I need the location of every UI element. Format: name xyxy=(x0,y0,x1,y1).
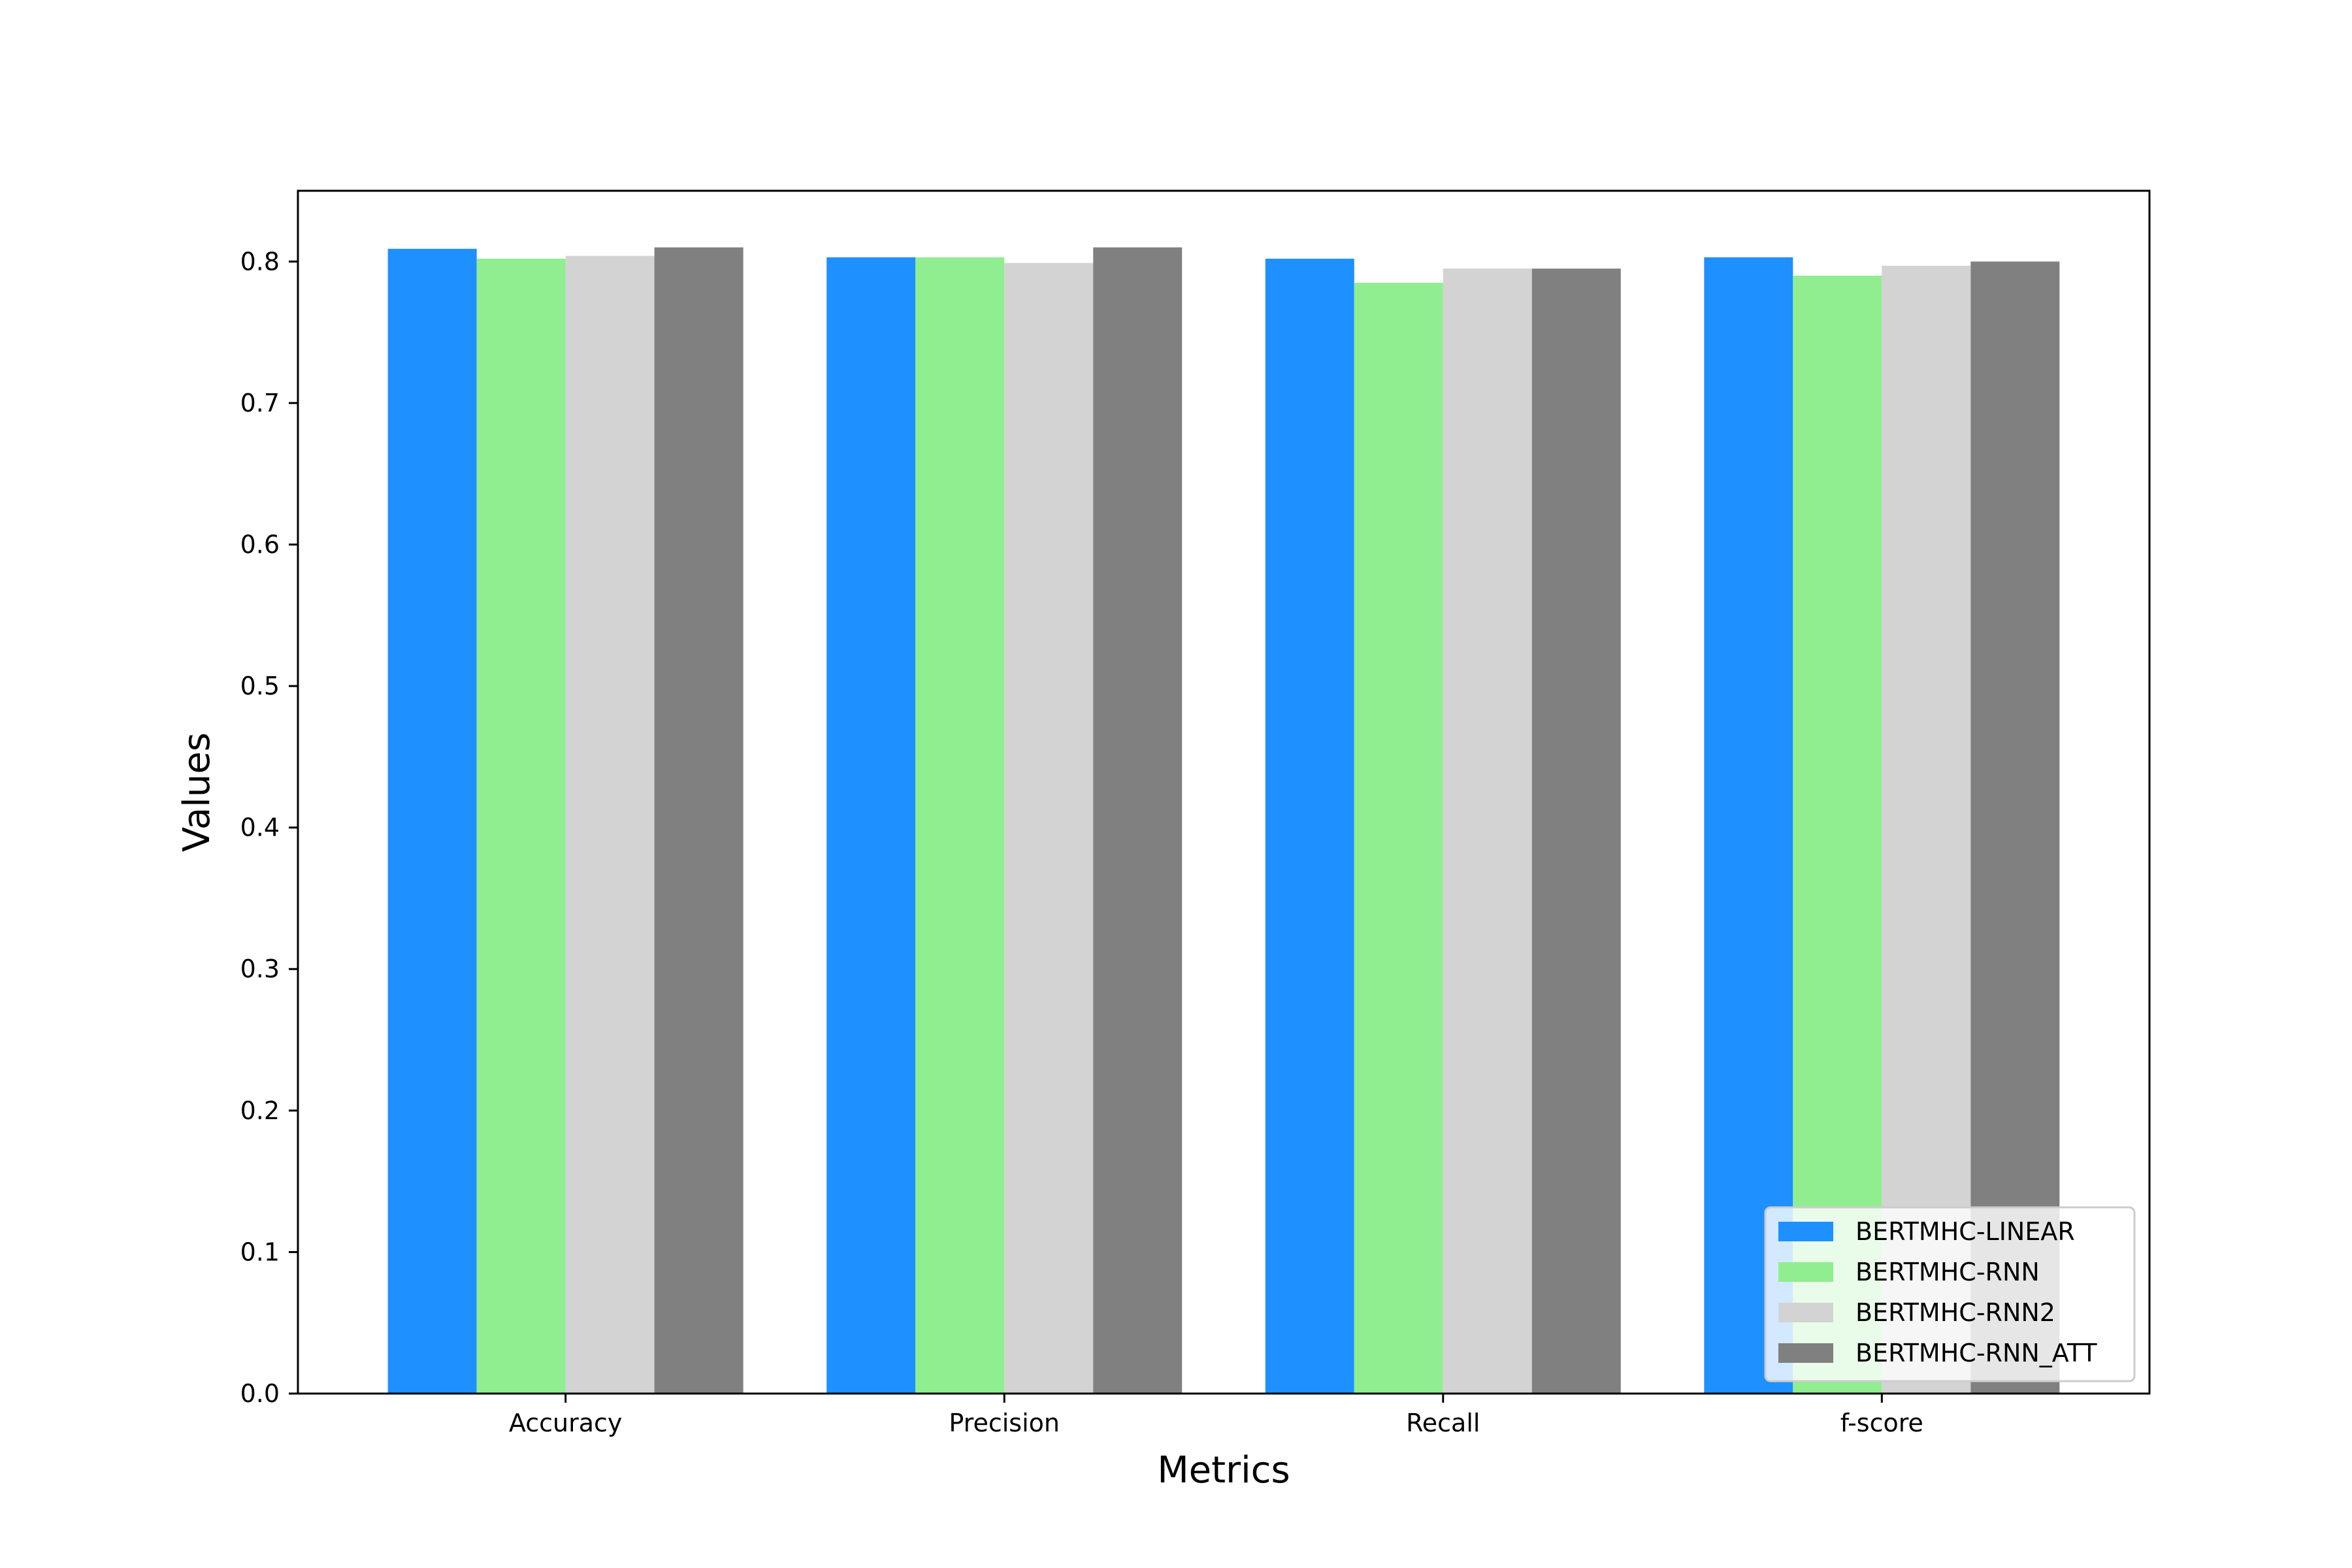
y-tick-label: 0.3 xyxy=(240,955,280,983)
bar-bertmhc-rnn_att-precision xyxy=(1093,247,1183,1394)
bar-bertmhc-linear-f-score xyxy=(1704,257,1793,1394)
y-tick-label: 0.7 xyxy=(240,389,280,417)
legend-swatch xyxy=(1778,1262,1833,1282)
bar-bertmhc-rnn_att-accuracy xyxy=(654,247,743,1394)
legend: BERTMHC-LINEAR BERTMHC-RNN BERTMHC-RNN2 BER… xyxy=(1764,1206,2136,1382)
bar-bertmhc-linear-accuracy xyxy=(387,248,477,1394)
bar-bertmhc-rnn2-f-score xyxy=(1882,265,1971,1394)
x-axis-title: Metrics xyxy=(1157,1449,1290,1492)
x-tick-label: Accuracy xyxy=(509,1409,623,1437)
legend-swatch xyxy=(1778,1222,1833,1241)
bar-bertmhc-linear-recall xyxy=(1265,258,1354,1394)
legend-label: BERTMHC-LINEAR xyxy=(1855,1217,2075,1246)
y-tick-label: 0.4 xyxy=(240,813,280,842)
bar-bertmhc-rnn2-accuracy xyxy=(565,255,655,1394)
y-tick-label: 0.5 xyxy=(240,672,280,700)
legend-swatch xyxy=(1778,1343,1833,1363)
bar-bertmhc-rnn2-precision xyxy=(1004,263,1094,1394)
y-axis-title: Values xyxy=(176,732,218,852)
legend-label: BERTMHC-RNN_ATT xyxy=(1855,1339,2097,1367)
legend-box xyxy=(1764,1206,2136,1382)
x-tick-label: Precision xyxy=(949,1409,1060,1437)
plot-frame xyxy=(297,189,2151,1395)
y-tick-label: 0.1 xyxy=(240,1237,280,1266)
x-tick-label: Recall xyxy=(1406,1409,1480,1437)
y-axis: 0.0 0.1 0.2 0.3 0.4 0.5 0.6 0.7 0.8 xyxy=(240,247,298,1408)
y-tick-label: 0.2 xyxy=(240,1096,280,1125)
y-tick-label: 0.6 xyxy=(240,530,280,559)
legend-label: BERTMHC-RNN2 xyxy=(1855,1298,2055,1327)
bar-bertmhc-rnn-precision xyxy=(915,257,1005,1394)
legend-label: BERTMHC-RNN xyxy=(1855,1258,2040,1286)
bar-bertmhc-rnn_att-recall xyxy=(1531,269,1621,1394)
bar-bertmhc-rnn_att-f-score xyxy=(1970,261,2060,1394)
bar-bertmhc-linear-precision xyxy=(826,257,916,1394)
y-tick-label: 0.8 xyxy=(240,247,280,276)
y-tick-label: 0.0 xyxy=(240,1379,280,1408)
legend-swatch xyxy=(1778,1303,1833,1322)
bars-group xyxy=(387,247,2060,1394)
bar-bertmhc-rnn2-recall xyxy=(1443,269,1532,1394)
x-axis: Accuracy Precision Recall f-score xyxy=(509,1394,1923,1437)
bar-bertmhc-rnn-accuracy xyxy=(476,258,566,1394)
bar-bertmhc-rnn-recall xyxy=(1354,282,1443,1394)
x-tick-label: f-score xyxy=(1840,1409,1923,1437)
